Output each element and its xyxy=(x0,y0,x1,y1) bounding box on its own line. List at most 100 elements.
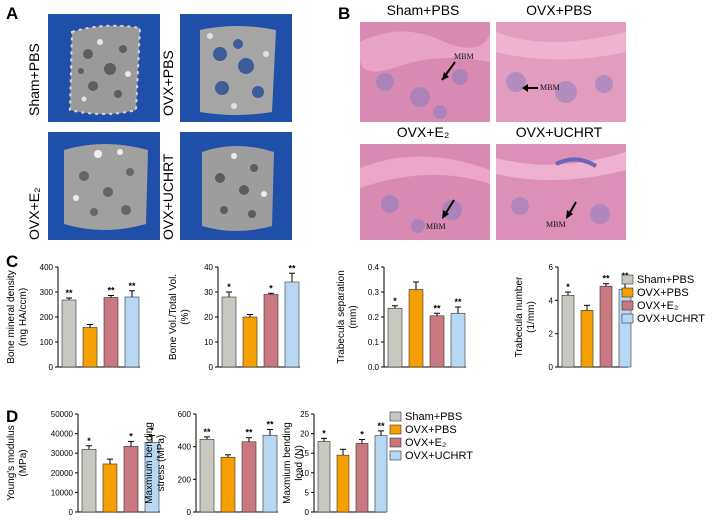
bar-ovx-uchrt xyxy=(374,435,388,513)
y-tick-label: 30000 xyxy=(51,449,74,458)
bar-sham-pbs xyxy=(317,441,331,513)
panel-letter-b: B xyxy=(338,4,351,23)
mbm-label-ovx: MBM xyxy=(540,83,560,92)
panel-letter-d: D xyxy=(6,407,19,426)
y-tick-label: 4 xyxy=(549,296,554,305)
legend-swatch xyxy=(621,300,634,311)
y-tick-label: 400 xyxy=(40,263,54,272)
y-tick-label: 10 xyxy=(204,338,213,347)
legend-swatch xyxy=(389,424,402,435)
y-tick-label: 200 xyxy=(40,313,54,322)
y-tick-label: 0 xyxy=(69,508,74,517)
bar-ovx-e- xyxy=(355,443,369,513)
y-tick-label: 100 xyxy=(40,338,54,347)
y-tick-label: 0.3 xyxy=(368,288,380,297)
legend-label: OVX+E₂ xyxy=(637,300,678,312)
y-tick-label: 15 xyxy=(300,449,309,458)
ct-image-sham xyxy=(48,14,160,122)
y-tick-label: 0.0 xyxy=(368,363,380,372)
ct-label-uchrt: OVX+UCHRT xyxy=(160,153,176,240)
hist-image-e2: MBM xyxy=(360,144,490,240)
panel-letter-a: A xyxy=(6,4,19,23)
y-tick-label: 600 xyxy=(178,410,192,419)
y-tick-label: 6 xyxy=(549,263,554,272)
significance-marker: * xyxy=(129,431,133,441)
bar-sham-pbs xyxy=(81,448,97,513)
legend-swatch xyxy=(389,437,402,448)
ct-image-uchrt xyxy=(180,132,292,240)
bar-ovx-pbs xyxy=(242,316,258,368)
legend-label: Sham+PBS xyxy=(637,274,694,286)
y-tick-label: 20 xyxy=(204,313,213,322)
y-tick-label: 0.2 xyxy=(368,313,380,322)
legend-label: Sham+PBS xyxy=(405,411,462,423)
y-axis-label-line: (MPa) xyxy=(18,449,29,476)
y-tick-label: 0 xyxy=(187,508,192,517)
legend-label: OVX+UCHRT xyxy=(637,313,705,325)
hist-image-ovx: MBM xyxy=(496,22,626,122)
bar-ovx-pbs xyxy=(102,463,118,513)
y-tick-label: 10000 xyxy=(51,488,74,497)
y-tick-label: 0 xyxy=(49,363,54,372)
y-tick-label: 50000 xyxy=(51,410,74,419)
chart-trabecula-separation: 0.0 0.1 0.2 0.3 0.4 Trabecula separation (mm) *… xyxy=(336,263,466,372)
y-axis-label-line: Maxmium bending xyxy=(282,422,293,504)
significance-marker: ** xyxy=(107,286,115,296)
y-tick-label: 40000 xyxy=(51,430,74,439)
bar-ovx-pbs xyxy=(82,327,98,368)
bar-ovx-uchrt xyxy=(124,296,140,368)
y-tick-label: 200 xyxy=(178,475,192,484)
significance-marker: ** xyxy=(433,303,441,313)
legend-swatch xyxy=(621,313,634,324)
ct-image-ovx xyxy=(180,14,292,122)
legend-label: OVX+E₂ xyxy=(405,437,446,449)
significance-marker: ** xyxy=(454,297,462,307)
bar-sham-pbs xyxy=(561,295,575,368)
y-axis-label-line: Maxmium bending xyxy=(144,422,155,504)
chart-bone-mineral-density: 0 100 200 300 400 Bone mineral density (mg HA/… xyxy=(6,263,140,372)
bar-ovx-pbs xyxy=(580,310,594,368)
y-tick-label: 25 xyxy=(300,410,309,419)
bar-ovx-uchrt xyxy=(284,281,300,368)
y-axis-label-line: stress (MPa) xyxy=(156,435,167,492)
bar-ovx-e- xyxy=(263,294,279,368)
bar-ovx-e- xyxy=(123,446,139,513)
bar-ovx-e- xyxy=(103,297,119,368)
mbm-label-e2: MBM xyxy=(426,222,446,231)
significance-marker: * xyxy=(150,426,154,436)
bar-ovx-uchrt xyxy=(450,312,466,368)
bar-ovx-pbs xyxy=(408,289,424,368)
y-tick-label: 10 xyxy=(300,469,309,478)
significance-marker: ** xyxy=(602,274,610,284)
y-tick-label: 300 xyxy=(40,288,54,297)
mbm-label-uchrt: MBM xyxy=(546,220,566,229)
significance-marker: * xyxy=(393,296,397,306)
hist-title-sham: Sham+PBS xyxy=(386,2,460,18)
y-axis-label-line: Young's modulus xyxy=(6,425,17,500)
panel-letter-c: C xyxy=(6,252,19,271)
y-tick-label: 40 xyxy=(204,263,213,272)
chart-youngs-modulus: 0 10000 20000 30000 40000 50000 Young's modulu… xyxy=(6,410,160,517)
y-tick-label: 0.1 xyxy=(368,338,380,347)
legend-swatch xyxy=(621,274,634,285)
y-tick-label: 20 xyxy=(300,430,309,439)
bar-sham-pbs xyxy=(387,307,403,368)
y-tick-label: 5 xyxy=(305,488,310,497)
significance-marker: * xyxy=(269,283,273,293)
y-axis-label-line: (1/mm) xyxy=(526,301,537,333)
legend-swatch xyxy=(621,287,634,298)
bar-sham-pbs xyxy=(199,439,215,513)
hist-title-uchrt: OVX+UCHRT xyxy=(515,124,603,140)
significance-marker: ** xyxy=(65,288,73,298)
legend-label: OVX+UCHRT xyxy=(405,450,473,462)
y-axis-label-line: Trabecula separation xyxy=(336,270,347,364)
legend-label: OVX+PBS xyxy=(405,424,457,436)
legend-swatch xyxy=(389,411,402,422)
hist-title-e2: OVX+E₂ xyxy=(396,124,450,140)
significance-marker: ** xyxy=(203,427,211,437)
